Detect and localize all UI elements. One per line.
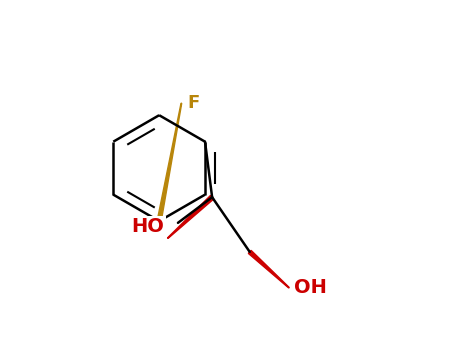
Text: HO: HO xyxy=(131,217,164,237)
Text: OH: OH xyxy=(294,278,327,297)
Polygon shape xyxy=(167,195,214,238)
Polygon shape xyxy=(157,103,182,222)
Polygon shape xyxy=(248,250,289,288)
Text: F: F xyxy=(187,94,200,112)
